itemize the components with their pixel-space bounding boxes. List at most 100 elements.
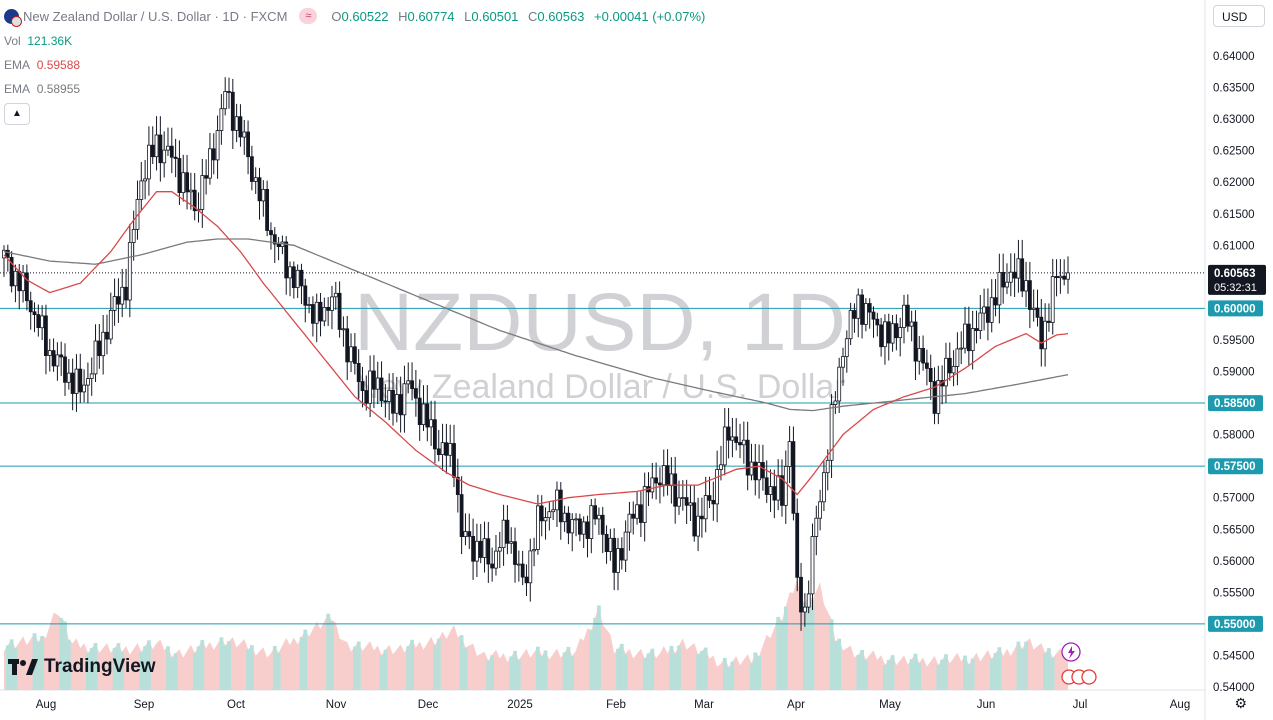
ema-fast-legend[interactable]: EMA 0.59588 <box>4 58 81 72</box>
candle-body <box>108 309 113 340</box>
time-tick-label: Jul <box>1073 699 1088 711</box>
candle-body <box>753 461 758 481</box>
watermark-symbol: NZDUSD, 1D <box>354 277 846 368</box>
candle-body <box>5 249 10 258</box>
volume-bar <box>753 652 758 690</box>
volume-bar <box>276 652 281 690</box>
candle-body <box>921 347 925 364</box>
currency-dropdown[interactable]: USD <box>1213 5 1265 27</box>
candle-body <box>448 443 453 456</box>
volume-bar <box>303 629 308 690</box>
volume-bar <box>1047 648 1051 690</box>
price-tick-label: 0.54500 <box>1213 650 1255 662</box>
candle-body <box>74 368 79 394</box>
volume-bar <box>246 649 250 690</box>
candle-body <box>505 519 510 544</box>
candle-body <box>905 304 910 327</box>
candle-body <box>516 563 521 566</box>
candle-body <box>883 321 887 348</box>
candle-body <box>307 304 312 306</box>
candle-body <box>947 357 952 374</box>
candle-body <box>707 495 712 501</box>
candle-body <box>482 538 487 558</box>
volume-bar <box>993 653 998 690</box>
volume-bar <box>909 659 914 690</box>
candle-body <box>749 461 754 476</box>
event-markers[interactable] <box>1061 642 1097 685</box>
candle-body <box>78 368 83 393</box>
volume-bar <box>696 654 700 690</box>
level-price-tag-label: 0.60000 <box>1214 303 1256 315</box>
candle-body <box>421 403 426 426</box>
candle-body <box>593 505 597 520</box>
volume-bar <box>536 646 540 690</box>
candle-body <box>1050 276 1055 323</box>
candle-body <box>352 346 357 364</box>
ema-slow-legend[interactable]: EMA 0.58955 <box>4 82 81 96</box>
volume-bar <box>783 606 788 690</box>
volume-bar <box>803 603 807 690</box>
candle-body <box>654 477 658 484</box>
volume-legend[interactable]: Vol 121.36K <box>4 34 73 48</box>
symbol-header[interactable]: New Zealand Dollar / U.S. Dollar · 1D · … <box>4 8 711 27</box>
candle-body <box>974 328 979 331</box>
candle-body <box>394 394 399 414</box>
volume-bar <box>700 650 704 690</box>
wave-icon[interactable]: ≈ <box>299 8 318 24</box>
time-tick-label: Apr <box>787 699 805 711</box>
candle-body <box>780 475 784 506</box>
candle-body <box>692 502 697 537</box>
candle-body <box>9 256 14 287</box>
volume-bar <box>173 653 178 690</box>
volume-bar <box>642 658 647 690</box>
candle-body <box>227 91 231 93</box>
collapse-legend-button[interactable]: ▲ <box>4 103 30 125</box>
candle-body <box>856 294 861 319</box>
candle-body <box>2 249 6 259</box>
volume-bar <box>250 645 254 690</box>
watermark-name: New Zealand Dollar / U.S. Dollar <box>354 368 845 406</box>
volume-bar <box>223 645 228 690</box>
candle-body <box>432 419 437 450</box>
time-tick-label: 2025 <box>507 699 533 711</box>
candle-body <box>455 476 460 495</box>
candle-body <box>612 537 617 573</box>
candle-body <box>581 521 586 535</box>
volume-bar <box>86 652 90 690</box>
us-flag-icon[interactable] <box>1081 669 1097 685</box>
volume-bar <box>913 653 918 690</box>
candle-body <box>269 230 273 236</box>
candle-body <box>440 442 445 456</box>
candle-body <box>966 323 971 352</box>
candle-body <box>1035 307 1040 318</box>
candle-body <box>997 271 1002 306</box>
candle-body <box>635 504 639 519</box>
time-tick-label: Jun <box>977 699 996 711</box>
candle-body <box>181 172 186 193</box>
candle-body <box>558 489 563 523</box>
candle-body <box>295 269 300 288</box>
settings-gear-icon[interactable]: ⚙ <box>1234 695 1247 711</box>
price-tick-label: 0.54000 <box>1213 682 1255 694</box>
candle-body <box>360 381 365 392</box>
candle-body <box>497 547 502 552</box>
volume-bar <box>989 658 994 690</box>
candle-body <box>158 134 163 164</box>
candle-body <box>1020 258 1025 292</box>
candle-body <box>959 347 964 350</box>
candle-body <box>116 296 121 305</box>
candle-body <box>238 116 243 138</box>
tradingview-logo[interactable]: TradingView <box>8 656 156 678</box>
candle-body <box>1028 280 1032 310</box>
symbol-title[interactable]: New Zealand Dollar / U.S. Dollar · 1D · … <box>23 8 288 24</box>
change-value: +0.00041 (+0.07%) <box>594 8 706 24</box>
volume-bar <box>669 645 674 690</box>
volume-bar <box>1016 641 1021 690</box>
volume-bar <box>5 645 10 690</box>
candle-body <box>32 311 37 315</box>
volume-bar <box>9 639 14 690</box>
last-price-value: 0.60563 <box>1214 268 1256 280</box>
candle-body <box>215 130 220 161</box>
time-tick-label: Aug <box>36 699 56 711</box>
